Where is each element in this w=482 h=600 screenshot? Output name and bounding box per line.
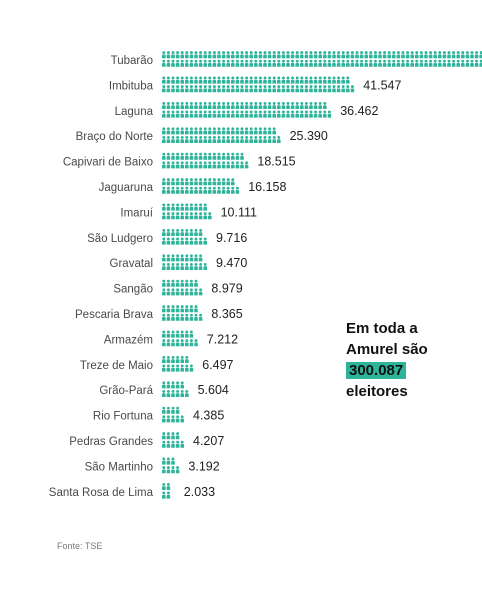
bar-santa-rosa-de-lima <box>162 482 171 499</box>
bar-braço-do-norte <box>162 127 281 143</box>
category-label: Pedras Grandes <box>69 436 153 448</box>
bar-tubarão <box>162 51 482 67</box>
bar-imbituba <box>162 76 355 93</box>
source-note: Fonte: TSE <box>57 541 103 551</box>
category-label: Armazém <box>104 334 153 346</box>
value-label: 18.515 <box>257 155 295 169</box>
bar-são-martinho <box>162 457 180 474</box>
bar-rio-fortuna <box>162 406 184 423</box>
bar-sangão <box>162 279 203 296</box>
category-label: Imbituba <box>109 80 154 92</box>
value-label: 9.470 <box>216 256 247 270</box>
bar-grão-pará <box>162 381 189 397</box>
category-label: Treze de Maio <box>80 360 153 372</box>
category-label: Capivari de Baixo <box>63 157 153 169</box>
category-label: São Ludgero <box>87 233 153 245</box>
bar-são-ludgero <box>162 228 207 245</box>
value-label: 3.192 <box>188 459 219 473</box>
category-label: Rio Fortuna <box>93 411 154 423</box>
bar-pescaria-brava <box>162 305 203 321</box>
bar-jaguaruna <box>162 178 240 194</box>
category-label: Laguna <box>115 106 154 118</box>
category-label: Sangão <box>113 284 153 296</box>
bar-pedras-grandes <box>162 432 184 448</box>
category-label: São Martinho <box>85 461 153 473</box>
value-label: 8.365 <box>211 307 242 321</box>
bar-imaruí <box>162 203 212 220</box>
value-label: 25.390 <box>290 129 328 143</box>
bar-treze-de-maio <box>162 355 194 372</box>
value-label: 4.207 <box>193 434 224 448</box>
bar-laguna <box>162 101 332 118</box>
callout-line-3: eleitores <box>346 383 408 400</box>
category-label: Grão-Pará <box>99 385 153 397</box>
bar-capivari-de-baixo <box>162 152 249 169</box>
value-label: 8.979 <box>211 282 242 296</box>
value-label: 36.462 <box>340 104 378 118</box>
value-label: 9.716 <box>216 231 247 245</box>
callout-line-2: Amurel são <box>346 341 428 358</box>
value-label: 2.033 <box>184 485 215 499</box>
bar-gravatal <box>162 254 207 270</box>
value-label: 4.385 <box>193 409 224 423</box>
category-label: Gravatal <box>110 258 153 270</box>
value-label: 41.547 <box>363 78 401 92</box>
category-label: Braço do Norte <box>76 131 153 143</box>
value-label: 10.111 <box>221 205 257 219</box>
value-label: 6.497 <box>202 358 233 372</box>
category-label: Tubarão <box>111 55 153 67</box>
value-label: 5.604 <box>198 383 229 397</box>
category-label: Santa Rosa de Lima <box>49 487 154 499</box>
value-label: 16.158 <box>248 180 286 194</box>
callout-total-highlight: 300.087 <box>346 362 407 379</box>
callout-line-1: Em toda a <box>346 320 418 337</box>
category-label: Jaguaruna <box>99 182 154 194</box>
category-label: Pescaria Brava <box>75 309 154 321</box>
category-label: Imaruí <box>120 207 153 219</box>
total-voters-callout: Em toda a Amurel são 300.087 eleitores <box>346 318 428 402</box>
bar-armazém <box>162 330 198 347</box>
value-label: 7.212 <box>207 332 238 346</box>
